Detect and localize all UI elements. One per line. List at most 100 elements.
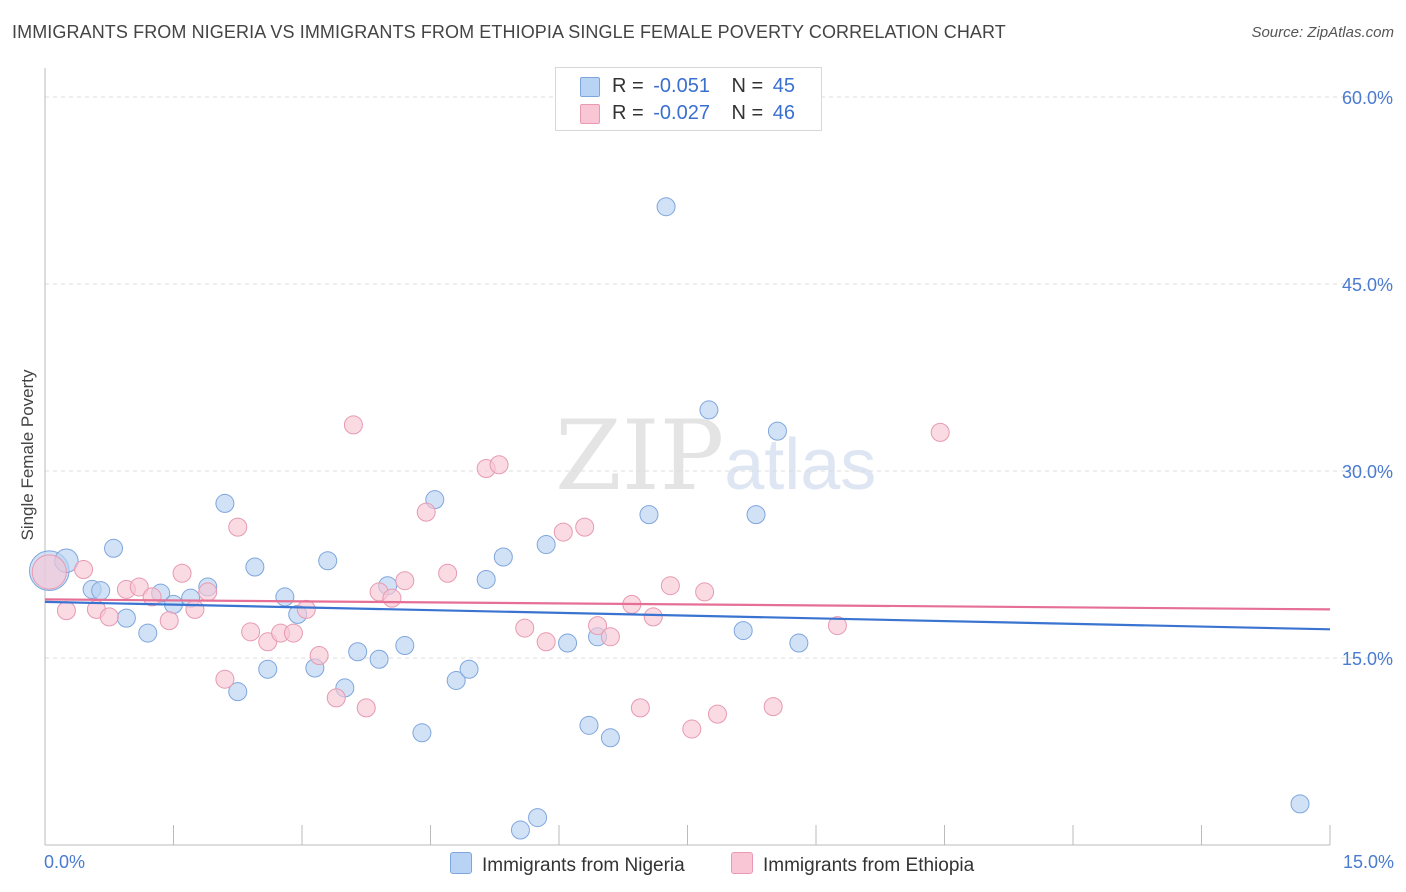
nigeria-swatch — [580, 77, 600, 97]
y-tick-label: 60.0% — [1342, 88, 1393, 108]
nigeria-point — [579, 715, 599, 735]
nigeria-point — [275, 587, 295, 607]
ethiopia-point — [31, 554, 67, 590]
nigeria-point — [318, 551, 338, 571]
watermark-zip: ZIP — [555, 400, 725, 512]
ethiopia-point — [326, 688, 346, 708]
nigeria-r-value: -0.051 — [653, 75, 710, 97]
nigeria-trend-line — [44, 600, 1331, 631]
nigeria-point — [245, 557, 265, 577]
legend-item-nigeria: Immigrants from Nigeria — [450, 852, 685, 876]
ethiopia-point — [99, 607, 119, 627]
ethiopia-point — [682, 719, 702, 739]
ethiopia-point — [241, 622, 261, 642]
ethiopia-point — [309, 646, 329, 666]
nigeria-point — [104, 538, 124, 558]
nigeria-point — [476, 569, 496, 589]
nigeria-point — [639, 505, 659, 525]
ethiopia-legend-swatch — [731, 852, 753, 874]
ethiopia-point — [515, 618, 535, 638]
ethiopia-point — [763, 697, 783, 717]
nigeria-point — [536, 535, 556, 555]
nigeria-point — [369, 649, 389, 669]
ethiopia-point — [228, 517, 248, 537]
ethiopia-point — [643, 607, 663, 627]
ethiopia-point — [660, 576, 680, 596]
ethiopia-legend-label: Immigrants from Ethiopia — [763, 855, 975, 876]
ethiopia-point — [129, 577, 149, 597]
ethiopia-trend-line — [44, 598, 1331, 611]
y-tick-label: 45.0% — [1342, 275, 1393, 295]
nigeria-point — [656, 197, 676, 217]
trend-lines — [44, 598, 1331, 631]
ethiopia-point — [74, 559, 94, 579]
nigeria-point — [767, 421, 787, 441]
ethiopia-point — [695, 582, 715, 602]
ethiopia-r-value: -0.027 — [653, 102, 710, 124]
correlation-legend: R = -0.051 N = 45 R = -0.027 N = 46 — [555, 67, 822, 131]
x-tick-label-min: 0.0% — [44, 852, 86, 872]
ethiopia-point — [707, 704, 727, 724]
nigeria-point — [215, 493, 235, 513]
nigeria-legend-swatch — [450, 852, 472, 874]
nigeria-point — [558, 633, 578, 653]
nigeria-point — [510, 820, 530, 840]
watermark-atlas: atlas — [724, 425, 877, 505]
ethiopia-point — [536, 632, 556, 652]
chart-title: IMMIGRANTS FROM NIGERIA VS IMMIGRANTS FR… — [12, 22, 1006, 42]
ethiopia-point — [588, 616, 608, 636]
ethiopia-point — [489, 455, 509, 475]
y-axis-label: Single Female Poverty — [18, 369, 37, 541]
ethiopia-swatch — [580, 104, 600, 124]
nigeria-points — [28, 197, 1310, 840]
watermark: ZIPatlas — [555, 400, 876, 512]
nigeria-point — [446, 670, 466, 690]
axes — [44, 68, 1331, 846]
nigeria-point — [412, 723, 432, 743]
ethiopia-point — [198, 582, 218, 602]
ethiopia-point — [395, 571, 415, 591]
ethiopia-point — [600, 627, 620, 647]
nigeria-legend-label: Immigrants from Nigeria — [482, 855, 685, 876]
ethiopia-point — [185, 599, 205, 619]
nigeria-point — [228, 682, 248, 702]
ethiopia-point — [356, 698, 376, 718]
nigeria-point — [1290, 794, 1310, 814]
legend-item-ethiopia: Immigrants from Ethiopia — [731, 852, 974, 876]
ethiopia-point — [827, 616, 847, 636]
legend-r-label: R = — [612, 102, 644, 124]
nigeria-point — [600, 728, 620, 748]
nigeria-point — [459, 659, 479, 679]
nigeria-point — [699, 400, 719, 420]
nigeria-point — [789, 633, 809, 653]
ethiopia-point — [215, 669, 235, 689]
ethiopia-point — [630, 698, 650, 718]
nigeria-point — [348, 642, 368, 662]
y-tick-label: 15.0% — [1342, 649, 1393, 669]
ethiopia-point — [56, 601, 76, 621]
legend-r-label: R = — [612, 75, 644, 97]
ethiopia-point — [416, 502, 436, 522]
ethiopia-point — [930, 422, 950, 442]
ethiopia-point — [343, 415, 363, 435]
y-tick-label: 30.0% — [1342, 462, 1393, 482]
ethiopia-point — [553, 522, 573, 542]
ethiopia-point — [438, 563, 458, 583]
nigeria-point — [138, 623, 158, 643]
nigeria-point — [528, 808, 548, 828]
ethiopia-n-value: 46 — [772, 102, 796, 124]
ethiopia-point — [296, 599, 316, 619]
nigeria-point — [746, 505, 766, 525]
ethiopia-point — [172, 563, 192, 583]
nigeria-point — [91, 581, 111, 601]
source-credit: Source: ZipAtlas.com — [1251, 24, 1394, 41]
nigeria-point — [733, 621, 753, 641]
grid — [45, 96, 1392, 659]
nigeria-point — [258, 659, 278, 679]
nigeria-n-value: 45 — [772, 75, 796, 97]
legend-n-label: N = — [731, 75, 764, 97]
nigeria-point — [116, 608, 136, 628]
ethiopia-point — [575, 517, 595, 537]
ethiopia-point — [382, 588, 402, 608]
